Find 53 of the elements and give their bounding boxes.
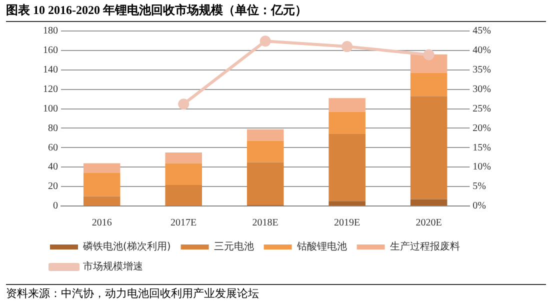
y-tick-label: 20	[48, 181, 58, 192]
bar	[83, 163, 120, 173]
legend-label: 市场规模增速	[83, 260, 143, 273]
bar	[246, 162, 284, 206]
y-tick-label: 160	[43, 45, 58, 56]
bar	[83, 172, 120, 196]
legend-label: 生产过程报废料	[390, 240, 460, 253]
bar	[328, 112, 366, 134]
chart-title: 图表 10 2016-2020 年锂电池回收市场规模（单位：亿元）	[6, 2, 546, 22]
bar	[328, 134, 366, 202]
bar	[165, 184, 202, 206]
y-tick-label: 60	[48, 142, 58, 154]
bar	[165, 152, 202, 164]
x-tick-label: 2016	[92, 218, 112, 229]
y2-tick-label: 20%	[472, 122, 492, 134]
bar	[328, 98, 366, 112]
point	[178, 98, 190, 110]
y2-tick-label: 5%	[472, 181, 486, 192]
y2-tick-label: 40%	[472, 45, 492, 56]
point	[423, 49, 434, 60]
text: 资料来源：中汽协，动力电池回收利用产业发展论坛	[6, 284, 546, 301]
y-tick-label: 120	[43, 84, 58, 95]
y2-tick-label: 35%	[472, 64, 492, 76]
bar	[165, 163, 202, 185]
x-tick-label: 2018E	[252, 218, 278, 229]
y-tick-label: 0	[53, 200, 58, 212]
bar	[246, 129, 284, 141]
bar	[410, 96, 448, 200]
x-tick-label: 2017E	[170, 218, 197, 229]
legend-label: 磷铁电池(梯次利用)	[82, 240, 171, 253]
x-tick-label: 2019E	[334, 218, 360, 229]
y-tick-label: 100	[43, 103, 58, 114]
point	[260, 36, 271, 47]
bar	[410, 54, 448, 73]
y2-tick-label: 45%	[472, 26, 492, 37]
y2-tick-label: 10%	[472, 162, 492, 173]
x-tick-label: 2020E	[416, 218, 442, 229]
legend-label: 三元电池	[214, 240, 254, 253]
legend-label: 钴酸锂电池	[296, 240, 347, 253]
y-tick-label: 140	[43, 64, 58, 76]
y2-tick-label: 25%	[472, 103, 492, 114]
y2-tick-label: 15%	[472, 142, 492, 154]
bar	[410, 199, 448, 206]
bar	[410, 72, 448, 96]
bar	[83, 196, 120, 206]
y2-tick-label: 0%	[472, 200, 486, 212]
bar	[246, 140, 284, 162]
y-tick-label: 180	[43, 26, 58, 37]
y-tick-label: 40	[48, 162, 58, 173]
y-tick-label: 80	[48, 122, 58, 134]
y2-tick-label: 30%	[472, 84, 492, 95]
point	[342, 41, 353, 52]
bar	[328, 201, 366, 206]
